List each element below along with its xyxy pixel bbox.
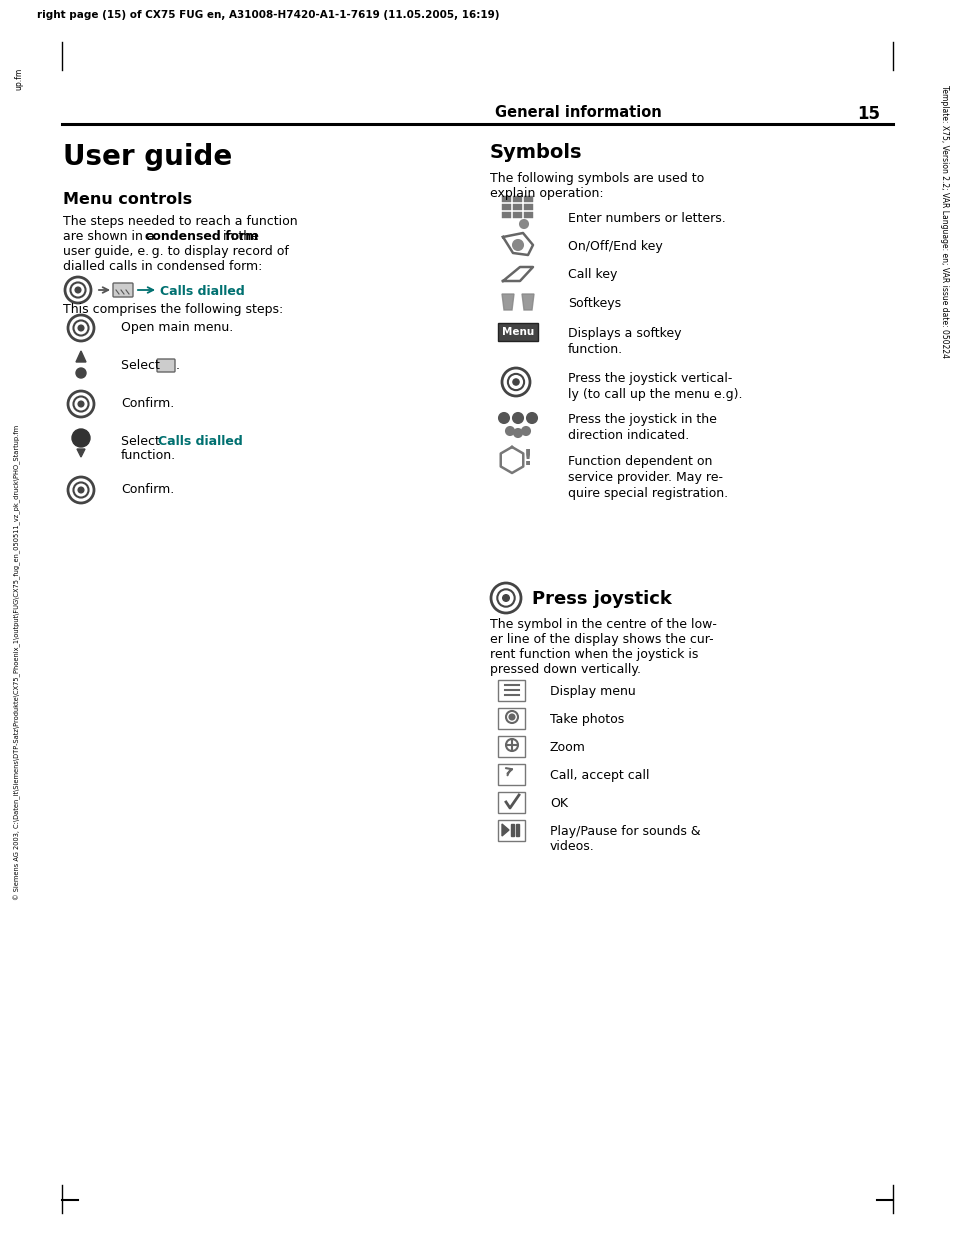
Text: Confirm.: Confirm.	[121, 397, 174, 410]
Circle shape	[75, 287, 81, 293]
Text: 15: 15	[856, 105, 879, 123]
Text: ly (to call up the menu e.g).: ly (to call up the menu e.g).	[567, 388, 741, 401]
Text: dialled calls in condensed form:: dialled calls in condensed form:	[63, 260, 262, 273]
FancyBboxPatch shape	[511, 824, 514, 836]
FancyBboxPatch shape	[112, 283, 132, 297]
Circle shape	[526, 412, 537, 422]
Text: explain operation:: explain operation:	[490, 187, 603, 201]
Circle shape	[519, 221, 527, 228]
Text: The following symbols are used to: The following symbols are used to	[490, 172, 703, 184]
Text: are shown in a: are shown in a	[63, 231, 158, 243]
Circle shape	[498, 412, 509, 422]
FancyBboxPatch shape	[513, 212, 521, 218]
Text: Call, accept call: Call, accept call	[550, 769, 649, 782]
Text: rent function when the joystick is: rent function when the joystick is	[490, 648, 698, 660]
FancyBboxPatch shape	[513, 196, 521, 202]
Circle shape	[78, 401, 84, 407]
Text: On/Off/End key: On/Off/End key	[567, 240, 662, 253]
Circle shape	[521, 427, 530, 435]
FancyBboxPatch shape	[516, 824, 519, 836]
FancyBboxPatch shape	[523, 196, 533, 202]
Text: Calls dialled: Calls dialled	[158, 435, 242, 449]
FancyBboxPatch shape	[523, 212, 533, 218]
Text: user guide, e. g. to display record of: user guide, e. g. to display record of	[63, 245, 289, 258]
Text: pressed down vertically.: pressed down vertically.	[490, 663, 640, 677]
Text: © Siemens AG 2003, C:\Daten_it\Siemens\DTP-Satz\Produkte\CX75_Phoenix_1\output\F: © Siemens AG 2003, C:\Daten_it\Siemens\D…	[14, 425, 21, 900]
Circle shape	[78, 487, 84, 493]
Text: Select: Select	[121, 435, 164, 449]
Polygon shape	[77, 449, 85, 457]
Polygon shape	[501, 294, 514, 310]
Polygon shape	[501, 824, 509, 836]
Polygon shape	[521, 294, 534, 310]
Circle shape	[76, 368, 86, 378]
Text: Function dependent on: Function dependent on	[567, 455, 712, 468]
Text: Play/Pause for sounds &: Play/Pause for sounds &	[550, 825, 700, 839]
Text: Zoom: Zoom	[550, 741, 585, 754]
Text: quire special registration.: quire special registration.	[567, 487, 727, 500]
Text: er line of the display shows the cur-: er line of the display shows the cur-	[490, 633, 713, 645]
Circle shape	[514, 429, 521, 437]
Text: Menu controls: Menu controls	[63, 192, 192, 207]
Text: The steps needed to reach a function: The steps needed to reach a function	[63, 216, 297, 228]
Text: service provider. May re-: service provider. May re-	[567, 471, 722, 483]
Text: Confirm.: Confirm.	[121, 483, 174, 496]
FancyBboxPatch shape	[157, 359, 174, 373]
Text: This comprises the following steps:: This comprises the following steps:	[63, 303, 283, 316]
Text: Call key: Call key	[567, 268, 617, 282]
Text: Display menu: Display menu	[550, 685, 635, 698]
Text: Enter numbers or letters.: Enter numbers or letters.	[567, 212, 725, 226]
Text: direction indicated.: direction indicated.	[567, 429, 688, 442]
Text: Softkeys: Softkeys	[567, 297, 620, 310]
FancyBboxPatch shape	[497, 323, 537, 341]
Text: Press the joystick vertical-: Press the joystick vertical-	[567, 373, 732, 385]
Text: User guide: User guide	[63, 143, 232, 171]
Text: Open main menu.: Open main menu.	[121, 321, 233, 334]
FancyBboxPatch shape	[501, 212, 511, 218]
Circle shape	[513, 379, 518, 385]
FancyBboxPatch shape	[501, 204, 511, 211]
Text: function.: function.	[567, 343, 622, 356]
Text: videos.: videos.	[550, 840, 594, 854]
Circle shape	[505, 427, 514, 435]
FancyBboxPatch shape	[513, 204, 521, 211]
Circle shape	[502, 594, 509, 602]
Text: Press joystick: Press joystick	[532, 591, 671, 608]
Text: Press the joystick in the: Press the joystick in the	[567, 412, 716, 426]
Text: function.: function.	[121, 449, 176, 462]
Text: The symbol in the centre of the low-: The symbol in the centre of the low-	[490, 618, 716, 630]
Text: Select: Select	[121, 359, 164, 373]
Text: right page (15) of CX75 FUG en, A31008-H7420-A1-1-7619 (11.05.2005, 16:19): right page (15) of CX75 FUG en, A31008-H…	[37, 10, 499, 20]
Circle shape	[78, 325, 84, 331]
Circle shape	[513, 240, 522, 250]
Text: Menu: Menu	[501, 326, 534, 336]
Text: General information: General information	[495, 105, 661, 120]
Text: OK: OK	[550, 797, 567, 810]
Text: Symbols: Symbols	[490, 143, 582, 162]
Polygon shape	[76, 351, 86, 363]
Text: .: .	[175, 359, 180, 373]
Text: condensed form: condensed form	[145, 231, 258, 243]
Text: Calls dialled: Calls dialled	[160, 285, 245, 298]
Text: up.fm: up.fm	[14, 69, 23, 90]
Text: !: !	[522, 449, 533, 468]
Text: Displays a softkey: Displays a softkey	[567, 326, 680, 340]
Circle shape	[513, 412, 522, 422]
Text: Template: X75, Version 2.2; VAR Language: en; VAR issue date: 050224: Template: X75, Version 2.2; VAR Language…	[939, 85, 948, 358]
Circle shape	[71, 429, 90, 447]
FancyBboxPatch shape	[523, 204, 533, 211]
Text: Take photos: Take photos	[550, 713, 623, 726]
Circle shape	[509, 714, 514, 719]
FancyBboxPatch shape	[501, 196, 511, 202]
Text: in the: in the	[219, 231, 258, 243]
